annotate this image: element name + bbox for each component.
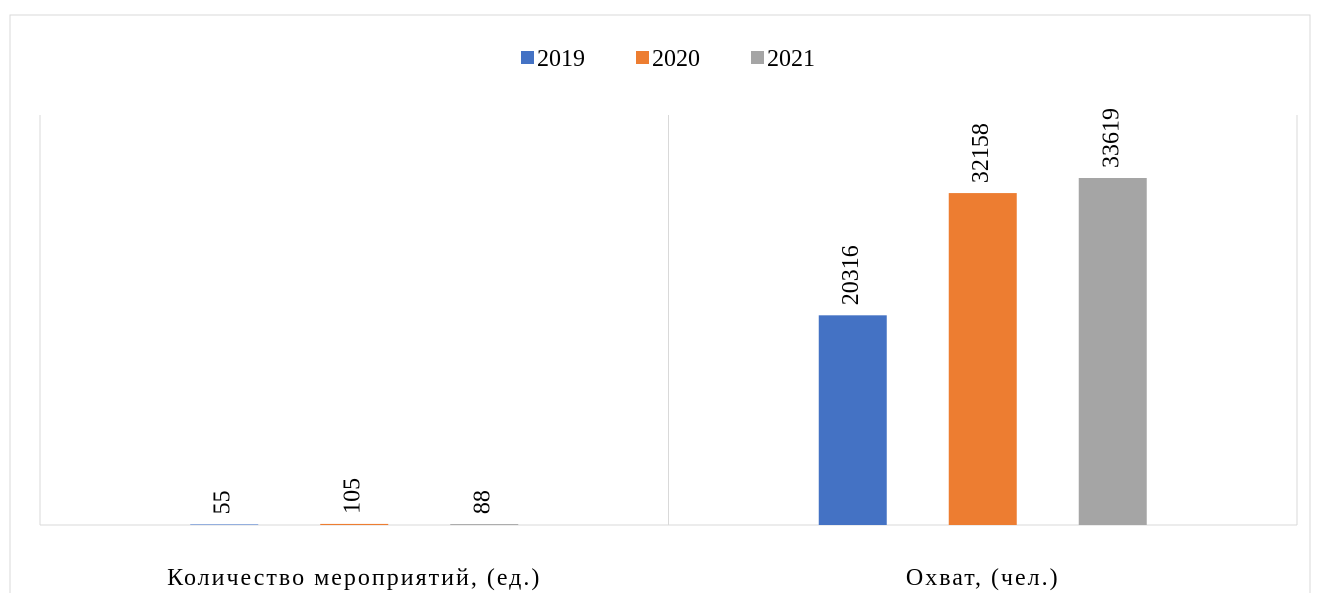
data-label: 32158 (968, 123, 994, 183)
legend-label: 2021 (767, 46, 815, 72)
data-label: 20316 (838, 245, 864, 305)
bar (190, 524, 259, 525)
chart-frame (9, 14, 1311, 593)
x-tick-label: Количество мероприятий, (ед.) (167, 565, 541, 591)
legend-swatch (751, 51, 764, 64)
legend-label: 2020 (652, 46, 700, 72)
legend-swatch (636, 51, 649, 64)
data-label: 33619 (1098, 108, 1124, 168)
bar (1078, 178, 1147, 525)
x-tick-label: Охват, (чел.) (906, 565, 1060, 591)
data-label: 88 (470, 490, 496, 514)
legend-swatch (521, 51, 534, 64)
legend-label: 2019 (537, 46, 585, 72)
bar (818, 315, 887, 525)
legend: 2019 2020 2021 (521, 46, 815, 72)
bar (320, 523, 389, 525)
bar (450, 524, 519, 525)
bar (948, 193, 1017, 525)
data-label: 105 (340, 478, 366, 514)
data-label: 55 (210, 490, 236, 514)
